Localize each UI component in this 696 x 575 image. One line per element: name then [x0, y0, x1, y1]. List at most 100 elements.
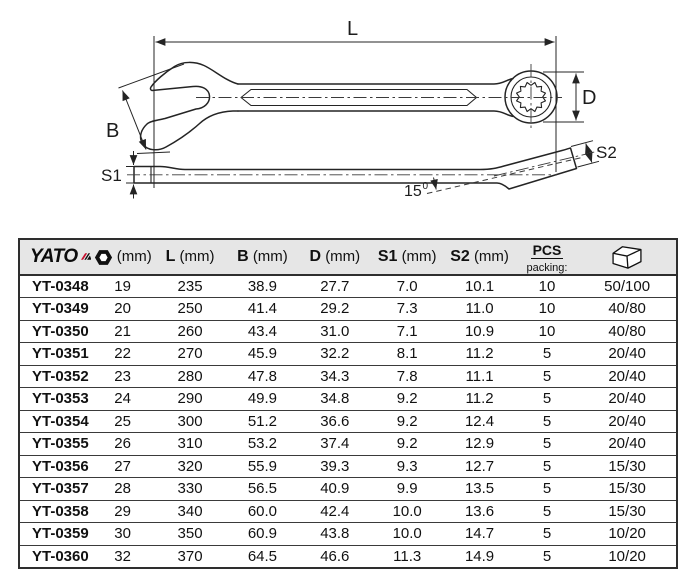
spec-table-body: YT-0348 19 235 38.9 27.7 7.0 10.1 10 50/…	[19, 274, 677, 569]
cell-model: YT-0353	[19, 387, 92, 411]
cell-model: YT-0349	[19, 297, 92, 321]
cell-model: YT-0360	[19, 545, 92, 569]
cell-s2: 11.0	[443, 297, 516, 321]
cell-ring-diameter: 36.6	[298, 410, 371, 433]
table-row: YT-0352 23 280 47.8 34.3 7.8 11.1 5 20/4…	[19, 365, 677, 388]
cell-s1: 9.2	[371, 432, 444, 456]
cell-head-width: 60.0	[226, 500, 299, 523]
cell-head-width: 49.9	[226, 387, 299, 411]
cell-head-width: 56.5	[226, 477, 299, 501]
cell-pcs: 5	[515, 500, 579, 523]
yato-brand-mark-icon	[80, 253, 92, 261]
table-row: YT-0356 27 320 55.9 39.3 9.3 12.7 5 15/3…	[19, 455, 677, 478]
cell-head-width: 64.5	[226, 545, 299, 569]
cell-s2: 12.7	[443, 455, 516, 478]
cell-s2: 14.7	[443, 522, 516, 546]
dim-label-angle: 15	[404, 183, 422, 200]
cell-pcs: 5	[515, 342, 579, 366]
cell-ring-diameter: 34.8	[298, 387, 371, 411]
cell-packing: 15/30	[578, 477, 677, 501]
cell-s1: 7.3	[371, 297, 444, 321]
spec-table: YATO (mm) L (mm)	[18, 238, 678, 569]
hex-nut-icon	[94, 249, 112, 265]
cell-pcs: 10	[515, 297, 579, 321]
table-row: YT-0348 19 235 38.9 27.7 7.0 10.1 10 50/…	[19, 274, 677, 298]
cell-length: 250	[153, 297, 227, 321]
header-row: YATO (mm) L (mm)	[19, 239, 677, 276]
cell-head-width: 60.9	[226, 522, 299, 546]
cell-ring-diameter: 29.2	[298, 297, 371, 321]
col-header-pcs: PCS packing:	[515, 239, 579, 276]
cell-s1: 9.9	[371, 477, 444, 501]
cell-length: 280	[153, 365, 227, 388]
col-header-size: (mm)	[91, 239, 154, 276]
cell-ring-diameter: 39.3	[298, 455, 371, 478]
cell-model: YT-0348	[19, 274, 92, 298]
cell-size: 30	[91, 522, 154, 546]
dim-line-S2	[585, 143, 593, 163]
cell-s2: 11.1	[443, 365, 516, 388]
cell-s2: 13.6	[443, 500, 516, 523]
cell-s1: 10.0	[371, 522, 444, 546]
cell-s2: 11.2	[443, 387, 516, 411]
cell-model: YT-0356	[19, 455, 92, 478]
cell-ring-diameter: 46.6	[298, 545, 371, 569]
col-header-l: L (mm)	[153, 239, 227, 276]
dim-label-length: L	[347, 18, 358, 40]
cell-packing: 15/30	[578, 455, 677, 478]
cell-packing: 20/40	[578, 342, 677, 366]
dim-line-B	[122, 90, 147, 150]
wrench-side-view	[133, 147, 578, 190]
table-row: YT-0360 32 370 64.5 46.6 11.3 14.9 5 10/…	[19, 545, 677, 569]
cell-head-width: 55.9	[226, 455, 299, 478]
table-row: YT-0353 24 290 49.9 34.8 9.2 11.2 5 20/4…	[19, 387, 677, 411]
cell-model: YT-0350	[19, 320, 92, 343]
cell-packing: 20/40	[578, 432, 677, 456]
cell-length: 260	[153, 320, 227, 343]
cell-pcs: 5	[515, 477, 579, 501]
table-row: YT-0351 22 270 45.9 32.2 8.1 11.2 5 20/4…	[19, 342, 677, 366]
cell-size: 26	[91, 432, 154, 456]
spec-table-header: YATO (mm) L (mm)	[19, 239, 677, 276]
cell-pcs: 10	[515, 320, 579, 343]
cell-model: YT-0352	[19, 365, 92, 388]
cell-size: 19	[91, 274, 154, 298]
cell-s1: 10.0	[371, 500, 444, 523]
cell-size: 29	[91, 500, 154, 523]
cell-pcs: 5	[515, 545, 579, 569]
table-row: YT-0355 26 310 53.2 37.4 9.2 12.9 5 20/4…	[19, 432, 677, 456]
cell-packing: 10/20	[578, 522, 677, 546]
cell-pcs: 5	[515, 410, 579, 433]
cell-s1: 7.1	[371, 320, 444, 343]
cell-length: 310	[153, 432, 227, 456]
cell-head-width: 43.4	[226, 320, 299, 343]
cell-ring-diameter: 31.0	[298, 320, 371, 343]
cell-s2: 11.2	[443, 342, 516, 366]
cell-packing: 50/100	[578, 274, 677, 298]
dim-label-angle-sup: 0	[423, 181, 429, 192]
cell-packing: 20/40	[578, 387, 677, 411]
dim-label-ring-diameter: D	[582, 87, 596, 109]
cell-head-width: 51.2	[226, 410, 299, 433]
table-row: YT-0359 30 350 60.9 43.8 10.0 14.7 5 10/…	[19, 522, 677, 546]
cell-head-width: 45.9	[226, 342, 299, 366]
cell-pcs: 5	[515, 455, 579, 478]
cell-head-width: 41.4	[226, 297, 299, 321]
cell-size: 21	[91, 320, 154, 343]
cell-pcs: 5	[515, 365, 579, 388]
cell-pcs: 10	[515, 274, 579, 298]
dim-label-s1: S1	[101, 166, 122, 185]
cell-length: 235	[153, 274, 227, 298]
cell-s2: 14.9	[443, 545, 516, 569]
unit-label: (mm)	[116, 248, 152, 265]
angle-construction-line	[426, 156, 585, 194]
cell-model: YT-0355	[19, 432, 92, 456]
cell-head-width: 47.8	[226, 365, 299, 388]
cell-pcs: 5	[515, 387, 579, 411]
cell-head-width: 38.9	[226, 274, 299, 298]
col-header-s2: S2 (mm)	[443, 239, 516, 276]
cell-model: YT-0358	[19, 500, 92, 523]
cell-packing: 10/20	[578, 545, 677, 569]
col-header-d: D (mm)	[298, 239, 371, 276]
